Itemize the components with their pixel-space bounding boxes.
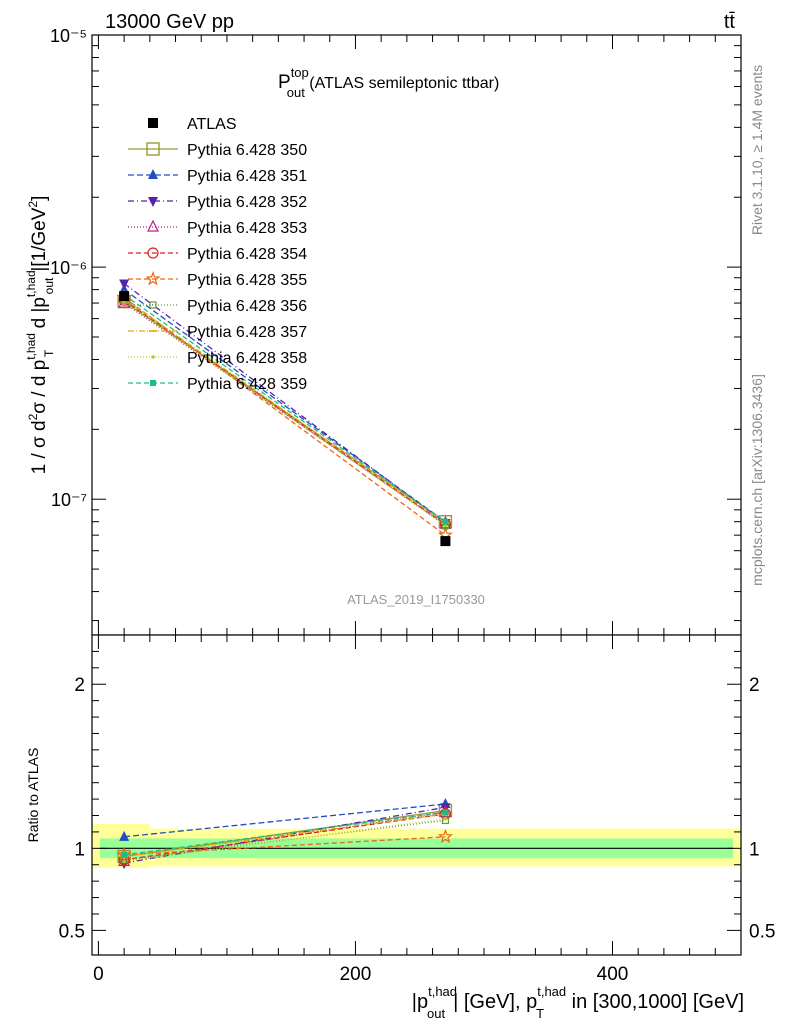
legend-entry-5: Pythia 6.428 355 [128, 271, 307, 289]
x-tick-label: 0 [93, 964, 104, 985]
analysis-watermark: ATLAS_2019_I1750330 [347, 592, 485, 607]
legend-marker [147, 247, 159, 259]
ratio-y-tick-label: 0.5 [59, 921, 85, 942]
legend-label: Pythia 6.428 357 [187, 324, 307, 341]
ratio-series-point-1-0 [119, 830, 130, 841]
series-line-8 [123, 301, 446, 527]
ratio-plot-layer [92, 798, 742, 870]
ratio-series-point-9-0 [121, 851, 128, 858]
legend-label: Pythia 6.428 354 [187, 246, 307, 263]
series-line-2 [123, 282, 446, 524]
x-axis-label: |pt,had out| [GeV], pt,had T in [300,1000]… [412, 984, 744, 1021]
ratio-series-point-8-1 [443, 816, 448, 821]
legend-entry-9: Pythia 6.428 359 [128, 376, 307, 393]
legend-entry-6: Pythia 6.428 356 [128, 298, 307, 315]
ratio-y-tick-label-right: 2 [749, 675, 760, 696]
ratio-series-line-8 [124, 818, 446, 863]
main-plot-area [92, 35, 741, 635]
legend-entry-3: Pythia 6.428 353 [128, 219, 307, 237]
plot-title: Ptop out (ATLAS semileptonic ttbar) [278, 65, 499, 100]
legend-marker [148, 197, 158, 207]
header-process: tt̄ [724, 11, 736, 33]
plot-title-sub: out [287, 85, 305, 100]
ratio-series-point-8-0 [122, 859, 126, 864]
legend-label: Pythia 6.428 353 [187, 220, 307, 237]
atlas-data-point-1 [440, 536, 451, 547]
legend-atlas-marker [148, 118, 158, 128]
ratio-series-line-4 [124, 813, 446, 861]
main-y-tick-label: 10⁻⁷ [51, 490, 87, 510]
legend-entry-4: Pythia 6.428 354 [128, 246, 307, 263]
legend-entry-0: Pythia 6.428 350 [128, 142, 307, 159]
ratio-series-point-5-1 [437, 828, 453, 844]
series-line-9 [123, 294, 446, 523]
legend-label: Pythia 6.428 352 [187, 194, 307, 211]
plot-title-sup: top [291, 65, 309, 80]
series-line-6 [123, 299, 446, 527]
ratio-series-line-9 [124, 811, 446, 856]
legend-marker [148, 169, 158, 179]
series-point-9-1 [442, 518, 449, 525]
main-y-tick-label: 10⁻⁵ [50, 26, 87, 46]
legend-label: Pythia 6.428 356 [187, 298, 307, 315]
legend-label: Pythia 6.428 355 [187, 272, 307, 289]
rivet-version-label: Rivet 3.1.10, ≥ 1.4M events [749, 65, 765, 235]
legend-label-atlas: ATLAS [187, 116, 237, 133]
legend-label: Pythia 6.428 358 [187, 350, 307, 367]
ratio-plot-area [92, 635, 741, 955]
plot-title-main: P [278, 72, 291, 93]
ratio-y-tick-label-right: 1 [749, 839, 760, 860]
legend-entry-2: Pythia 6.428 352 [128, 194, 307, 211]
legend: ATLAS Pythia 6.428 350 Pythia 6.428 351 Pyt… [128, 116, 307, 393]
legend-entry-7: Pythia 6.428 357 [128, 324, 307, 341]
legend-marker [149, 301, 157, 309]
series-line-7 [123, 298, 446, 524]
ratio-y-tick-label-right: 0.5 [749, 921, 775, 942]
header-energy: 13000 GeV pp [105, 11, 234, 33]
ratio-y-tick-label: 2 [74, 675, 85, 696]
atlas-data-point-0 [119, 291, 130, 302]
ratio-series-line-7 [124, 813, 446, 858]
legend-marker [151, 355, 155, 359]
ratio-series-line-5 [124, 836, 446, 856]
legend-marker [146, 142, 160, 156]
main-y-axis-label: 1 / σ d2σ / d pt,had T d |pt,had out|[1/Ge… [24, 196, 56, 475]
ratio-plot-frame [91, 634, 742, 956]
legend-entry-1: Pythia 6.428 351 [128, 168, 307, 185]
ratio-y-axis-label: Ratio to ATLAS [25, 748, 41, 843]
series-line-5 [123, 296, 446, 536]
ratio-plot-axes: 0.5 0.5 1 1 2 2 0 200 400 [59, 635, 775, 985]
legend-label: Pythia 6.428 359 [187, 376, 307, 393]
plot-title-rest: (ATLAS semileptonic ttbar) [305, 75, 499, 92]
main-plot-axes: 10⁻⁷ 10⁻⁶ 10⁻⁵ [50, 26, 742, 635]
legend-entry-8: Pythia 6.428 358 [128, 350, 307, 367]
legend-entry-atlas: ATLAS [148, 116, 237, 133]
ratio-y-tick-label: 1 [74, 839, 85, 860]
legend-label: Pythia 6.428 351 [187, 168, 307, 185]
x-tick-label: 200 [340, 964, 372, 985]
series-point-2-0 [119, 279, 130, 290]
ratio-series-point-9-1 [442, 809, 449, 816]
mcplots-label: mcplots.cern.ch [arXiv:1306.3436] [749, 374, 765, 586]
legend-marker [150, 380, 156, 386]
legend-marker [147, 219, 159, 232]
legend-label: Pythia 6.428 350 [187, 142, 307, 159]
x-tick-label: 400 [597, 964, 629, 985]
legend-marker [145, 271, 161, 286]
main-y-tick-label: 10⁻⁶ [50, 258, 87, 278]
main-plot-layer [116, 279, 453, 547]
series-line-1 [123, 289, 446, 523]
